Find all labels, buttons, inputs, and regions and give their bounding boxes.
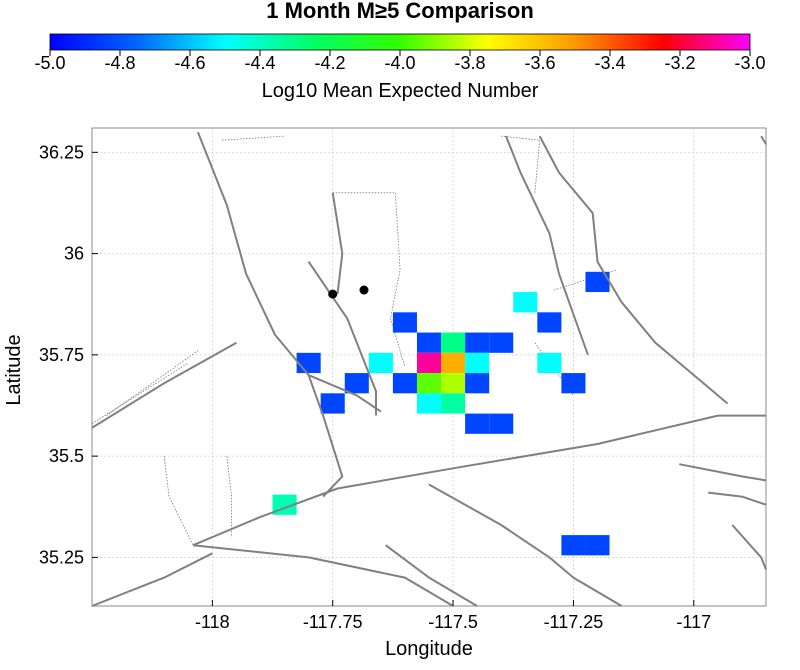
heatmap-cell [537,352,562,374]
fault-line [538,135,729,405]
event-point [359,285,369,295]
fault-line [196,131,344,498]
heatmap-cell [585,535,610,556]
fault-line [731,524,767,570]
colorbar-tick-label: -4.8 [104,53,135,73]
dotted-fault [91,362,189,425]
y-tick-label: 35.25 [39,547,84,567]
y-tick-label: 36 [64,244,84,264]
event-points [328,285,369,299]
heatmap-cell [465,332,490,353]
fault-line [760,135,767,145]
fault-line [308,374,382,413]
x-tick-label: -118 [195,612,230,632]
heatmap-cell [441,393,466,414]
x-tick-label: -117.25 [544,612,604,632]
x-tick-label: -117.75 [303,612,363,632]
fault-line [91,552,213,607]
fault-lines [91,131,767,607]
x-axis-ticks: -118 -117.75 -117.5 -117.25 -117 [195,600,711,632]
heatmap-cell [392,373,417,394]
heatmap-cell [416,352,442,374]
colorbar-tick-label: -4.4 [244,53,275,73]
heatmap-cell [561,373,586,394]
heatmap-cell [416,393,442,414]
heatmap-cell [368,352,393,374]
heatmap-cell [392,312,417,333]
heatmap-cell [489,332,514,353]
chart-title: 1 Month M≥5 Comparison [266,0,534,23]
fault-line [307,261,377,416]
heatmap-cell [441,373,466,394]
colorbar-tick-label: -4.0 [384,53,415,73]
colorbar-ticks: -5.0 -4.8 -4.6 -4.4 -4.2 -4.0 -3.8 -3.6 -3.4 -3.2… [34,50,766,73]
colorbar-tick-label: -3.6 [524,53,555,73]
colorbar-gradient [49,33,751,51]
fault-line [331,192,344,295]
dotted-fault [221,135,285,141]
colorbar-tick-label: -5.0 [34,53,65,73]
event-point [328,289,338,299]
fault-line [428,483,623,607]
heatmap-cell [585,271,610,293]
fault-line [505,135,589,356]
heatmap-cell [344,373,369,394]
colorbar: -5.0 -4.8 -4.6 -4.4 -4.2 -4.0 -3.8 -3.6 -3.4 -3.2… [34,33,766,102]
fault-line [192,414,766,547]
map-plot: -118 -117.75 -117.5 -117.25 -117 35.2535.535… [39,127,767,632]
heatmap-cell [441,352,466,374]
y-axis-label: Latitude [3,334,25,405]
colorbar-label: Log10 Mean Expected Number [262,80,539,102]
y-tick-label: 35.75 [39,345,84,365]
x-tick-label: -117 [676,612,711,632]
heatmap-cell [320,393,345,414]
heatmap-cell [296,352,321,374]
y-axis-ticks: 35.25 35.5 35.75 36 36.25 [39,142,98,567]
heatmap-cell [537,312,562,333]
heatmap-cell [416,373,442,394]
colorbar-tick-label: -4.2 [314,53,345,73]
colorbar-tick-label: -3.0 [734,53,765,73]
heatmap-cell [465,373,490,394]
heatmap-cell [465,413,490,434]
fault-line [91,341,237,429]
heatmap-cell [561,535,586,556]
y-tick-label: 36.25 [39,142,84,162]
x-axis-label: Longitude [385,638,473,660]
colorbar-tick-label: -3.8 [454,53,485,73]
fault-line [385,544,478,607]
dotted-fault [106,350,199,416]
heatmap-cell [465,352,490,374]
x-tick-label: -117.5 [428,612,478,632]
colorbar-tick-label: -3.4 [594,53,625,73]
dotted-fault [501,135,541,193]
fault-line [708,491,767,506]
heatmap-cell [489,413,514,434]
fault-line [679,463,767,482]
colorbar-tick-label: -4.6 [174,53,205,73]
heatmap-cell [441,332,466,353]
colorbar-tick-label: -3.2 [664,53,695,73]
fault-line [192,544,454,607]
y-tick-label: 35.5 [49,446,84,466]
heatmap-cell [513,292,538,313]
heatmap-cell [416,332,442,353]
